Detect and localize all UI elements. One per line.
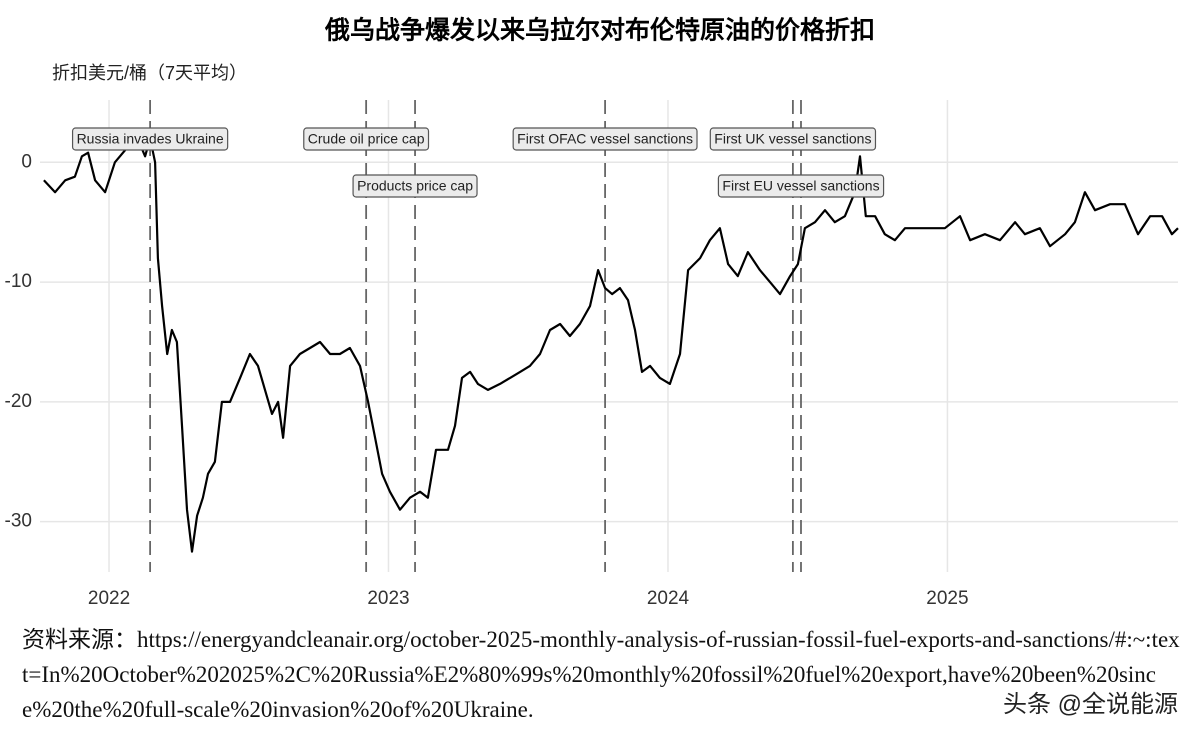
event-label-text: Russia invades Ukraine [77, 131, 224, 147]
event-label: Crude oil price cap [303, 127, 430, 151]
chart-title: 俄乌战争爆发以来乌拉尔对布伦特原油的价格折扣 [324, 16, 875, 45]
chart: 俄乌战争爆发以来乌拉尔对布伦特原油的价格折扣 折扣美元/桶（7天平均） 0 -10… [5, 16, 1179, 609]
event-label-box [512, 127, 698, 151]
event-label: Products price cap [352, 174, 478, 198]
event-label-box [717, 174, 885, 198]
line-series [43, 131, 1179, 553]
event-label-box [303, 127, 430, 151]
watermark: 头条 @全说能源 [998, 684, 1182, 719]
y-tick-label: -10 [5, 271, 32, 292]
event-label-text: First UK vessel sanctions [714, 131, 871, 147]
event-label-text: First OFAC vessel sanctions [517, 131, 693, 147]
event-label-text: Products price cap [357, 178, 473, 194]
event-label: Russia invades Ukraine [71, 127, 229, 151]
plot-background [40, 100, 1178, 572]
event-label-text: Crude oil price cap [308, 131, 425, 147]
event-label: First OFAC vessel sanctions [512, 127, 698, 151]
event-label-box [71, 127, 229, 151]
event-label-box [709, 127, 877, 151]
x-tick-label: 2024 [647, 588, 690, 609]
event-label: First EU vessel sanctions [717, 174, 885, 198]
event-label-text: First EU vessel sanctions [722, 178, 879, 194]
event-label: First UK vessel sanctions [709, 127, 877, 151]
x-tick-label: 2025 [926, 588, 968, 609]
y-axis-label: 折扣美元/桶（7天平均） [52, 63, 247, 83]
y-tick-label: 0 [21, 151, 32, 172]
x-tick-label: 2022 [88, 588, 130, 609]
source-note: 资料来源：https://energyandcleanair.org/octob… [22, 627, 1180, 722]
x-tick-label: 2023 [367, 588, 409, 609]
y-tick-label: -20 [5, 391, 32, 412]
event-label-box [352, 174, 478, 198]
y-tick-label: -30 [5, 511, 32, 532]
